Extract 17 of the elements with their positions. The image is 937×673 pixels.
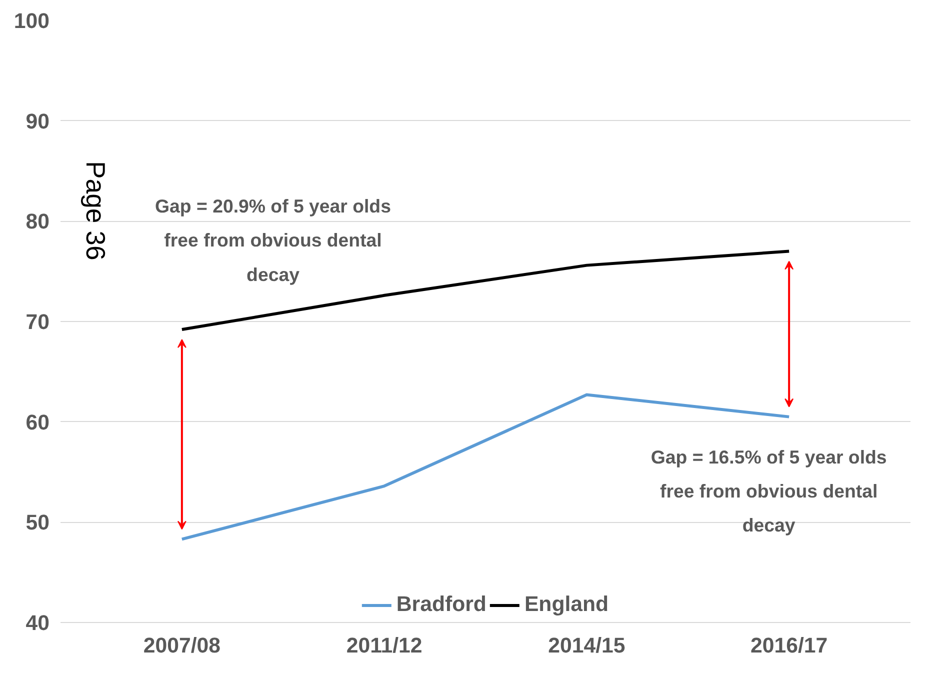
legend-label: England	[524, 592, 609, 617]
y-tick-label: 80	[26, 210, 50, 234]
y-tick-label: 50	[26, 510, 50, 535]
annotation: Gap = 16.5% of 5 year olds free from obvious dental decay	[650, 446, 887, 536]
y-tick-label: 70	[26, 310, 50, 334]
legend-label: Bradford	[396, 592, 486, 617]
x-tick-label: 2016/17	[750, 634, 828, 658]
x-tick-label: 2014/15	[548, 634, 626, 658]
y-tick-label: 60	[26, 410, 50, 434]
y-tick-label: 90	[26, 109, 50, 134]
line-series	[180, 250, 791, 332]
y-tick-label: 40	[26, 611, 50, 635]
x-tick-label: 2007/08	[143, 634, 221, 658]
x-tick-label: 2011/12	[346, 634, 422, 658]
y-tick-label: 100	[14, 9, 50, 33]
annotation: Gap = 20.9% of 5 year olds free from obvious dental decay	[155, 196, 391, 285]
annotation: Page 36	[80, 160, 111, 260]
